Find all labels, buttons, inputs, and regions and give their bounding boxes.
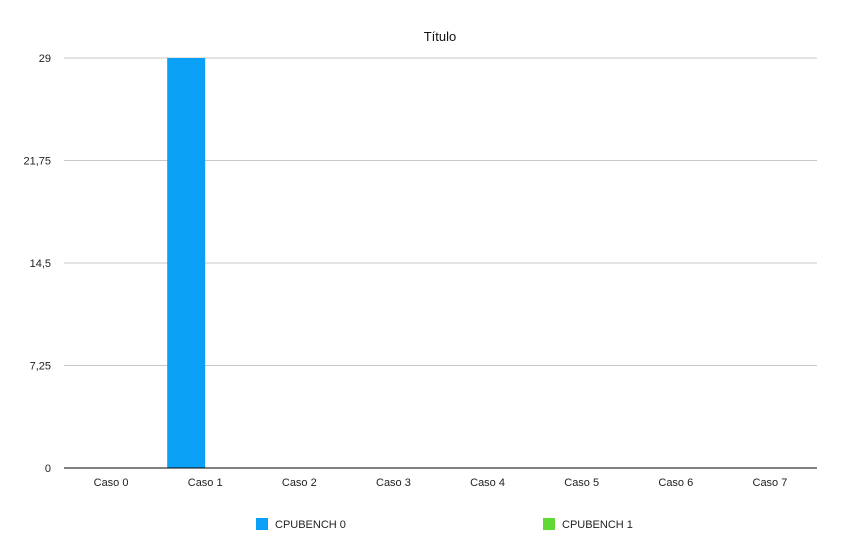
chart-title: Título [424, 29, 457, 44]
legend-swatch [256, 518, 268, 530]
y-tick-label: 0 [45, 463, 51, 475]
y-tick-label: 14,5 [30, 258, 51, 270]
legend-label: CPUBENCH 0 [275, 519, 346, 531]
x-tick-label: Caso 2 [282, 477, 317, 489]
y-axis-ticks: 0 7,25 14,5 21,75 29 [23, 53, 51, 475]
x-tick-label: Caso 7 [753, 477, 788, 489]
y-tick-label: 7,25 [30, 361, 51, 373]
x-tick-label: Caso 5 [564, 477, 599, 489]
legend-swatch [543, 518, 555, 530]
y-tick-label: 29 [39, 53, 51, 65]
bars [167, 58, 206, 468]
y-tick-label: 21,75 [23, 156, 51, 168]
x-tick-label: Caso 1 [188, 477, 223, 489]
legend-label: CPUBENCH 1 [562, 519, 633, 531]
x-tick-label: Caso 6 [658, 477, 693, 489]
x-axis-ticks: Caso 0 Caso 1 Caso 2 Caso 3 Caso 4 Caso 5 Caso… [94, 477, 788, 489]
bar-cpubench-0-caso-1 [167, 58, 206, 468]
x-tick-label: Caso 0 [94, 477, 129, 489]
x-tick-label: Caso 4 [470, 477, 505, 489]
x-tick-label: Caso 3 [376, 477, 411, 489]
legend: CPUBENCH 0 CPUBENCH 1 [256, 518, 633, 531]
